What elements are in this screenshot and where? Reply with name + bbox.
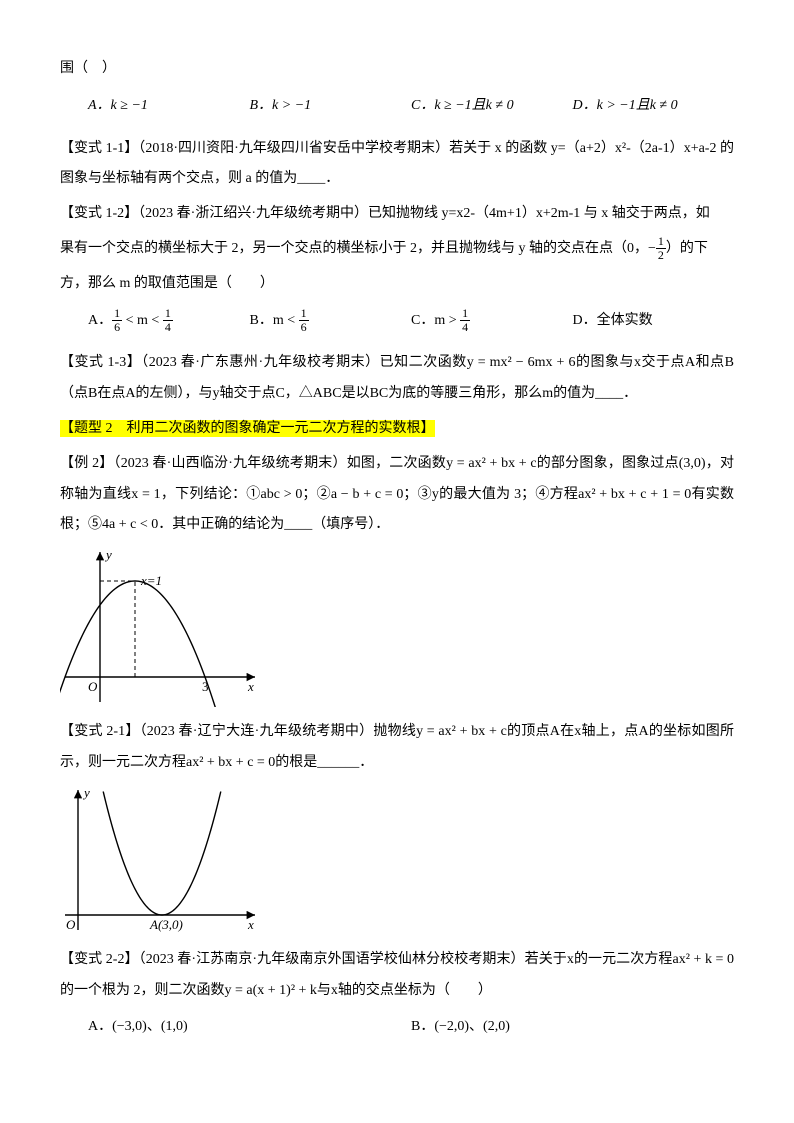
v12-line1: 【变式 1-2】（2023 春·浙江绍兴·九年级统考期中）已知抛物线 y=x2-… [60, 199, 734, 230]
svg-text:O: O [88, 679, 98, 694]
variant-2-2: 【变式 2-2】（2023 春·江苏南京·九年级南京外国语学校仙林分校校考期末）… [60, 945, 734, 1007]
parabola-chart-1: Ox y x=1 3 [60, 547, 260, 707]
svg-text:x: x [247, 917, 254, 932]
p1-options: A．k ≥ −1 B．k > −1 C．k ≥ −1且k ≠ 0 D．k > −… [88, 91, 734, 122]
v12-l2b: ）的下 [666, 241, 708, 256]
example-2: 【例 2】（2023 春·山西临汾·九年级统考期末）如图，二次函数y = ax²… [60, 449, 734, 541]
option-a: A．16 < m < 14 [88, 306, 250, 337]
option-a: A．(−3,0)、(1,0) [88, 1012, 411, 1043]
type2-header: 【题型 2 利用二次函数的图象确定一元二次方程的实数根】 [60, 414, 734, 445]
svg-text:y: y [104, 547, 112, 562]
v12-l2a: 果有一个交点的横坐标大于 2，另一个交点的横坐标小于 2，并且抛物线与 y 轴的… [60, 241, 656, 256]
v12-options: A．16 < m < 14 B．m < 16 C．m > 14 D．全体实数 [88, 306, 734, 337]
svg-text:x: x [247, 679, 254, 694]
svg-text:O: O [66, 917, 76, 932]
variant-1-2: 【变式 1-2】（2023 春·浙江绍兴·九年级统考期中）已知抛物线 y=x2-… [60, 199, 734, 336]
parabola-chart-2: Ox y A(3,0) [60, 785, 260, 935]
option-c: C．k ≥ −1且k ≠ 0 [411, 91, 573, 122]
option-c: C．m > 14 [411, 306, 573, 337]
svg-text:y: y [82, 785, 90, 800]
option-b: B．k > −1 [250, 91, 412, 122]
option-b: B．(−2,0)、(2,0) [411, 1012, 734, 1043]
p1-lead: 围（ ） [60, 54, 734, 85]
variant-2-1: 【变式 2-1】（2023 春·辽宁大连·九年级统考期中）抛物线y = ax² … [60, 717, 734, 779]
variant-1-3: 【变式 1-3】（2023 春·广东惠州·九年级校考期末）已知二次函数y = m… [60, 348, 734, 410]
option-d: D．全体实数 [573, 306, 735, 337]
v12-line3: 方，那么 m 的取值范围是（ ） [60, 269, 734, 300]
v22-options: A．(−3,0)、(1,0) B．(−2,0)、(2,0) [88, 1012, 734, 1043]
svg-text:3: 3 [202, 679, 209, 694]
frac-half-icon: 12 [656, 235, 666, 262]
option-d: D．k > −1且k ≠ 0 [573, 91, 735, 122]
variant-1-1: 【变式 1-1】（2018·四川资阳·九年级四川省安岳中学校考期末）若关于 x … [60, 134, 734, 196]
svg-text:x=1: x=1 [140, 573, 162, 588]
svg-text:A(3,0): A(3,0) [149, 917, 183, 932]
option-b: B．m < 16 [250, 306, 412, 337]
v12-line2: 果有一个交点的横坐标大于 2，另一个交点的横坐标小于 2，并且抛物线与 y 轴的… [60, 234, 734, 265]
option-a: A．k ≥ −1 [88, 91, 250, 122]
